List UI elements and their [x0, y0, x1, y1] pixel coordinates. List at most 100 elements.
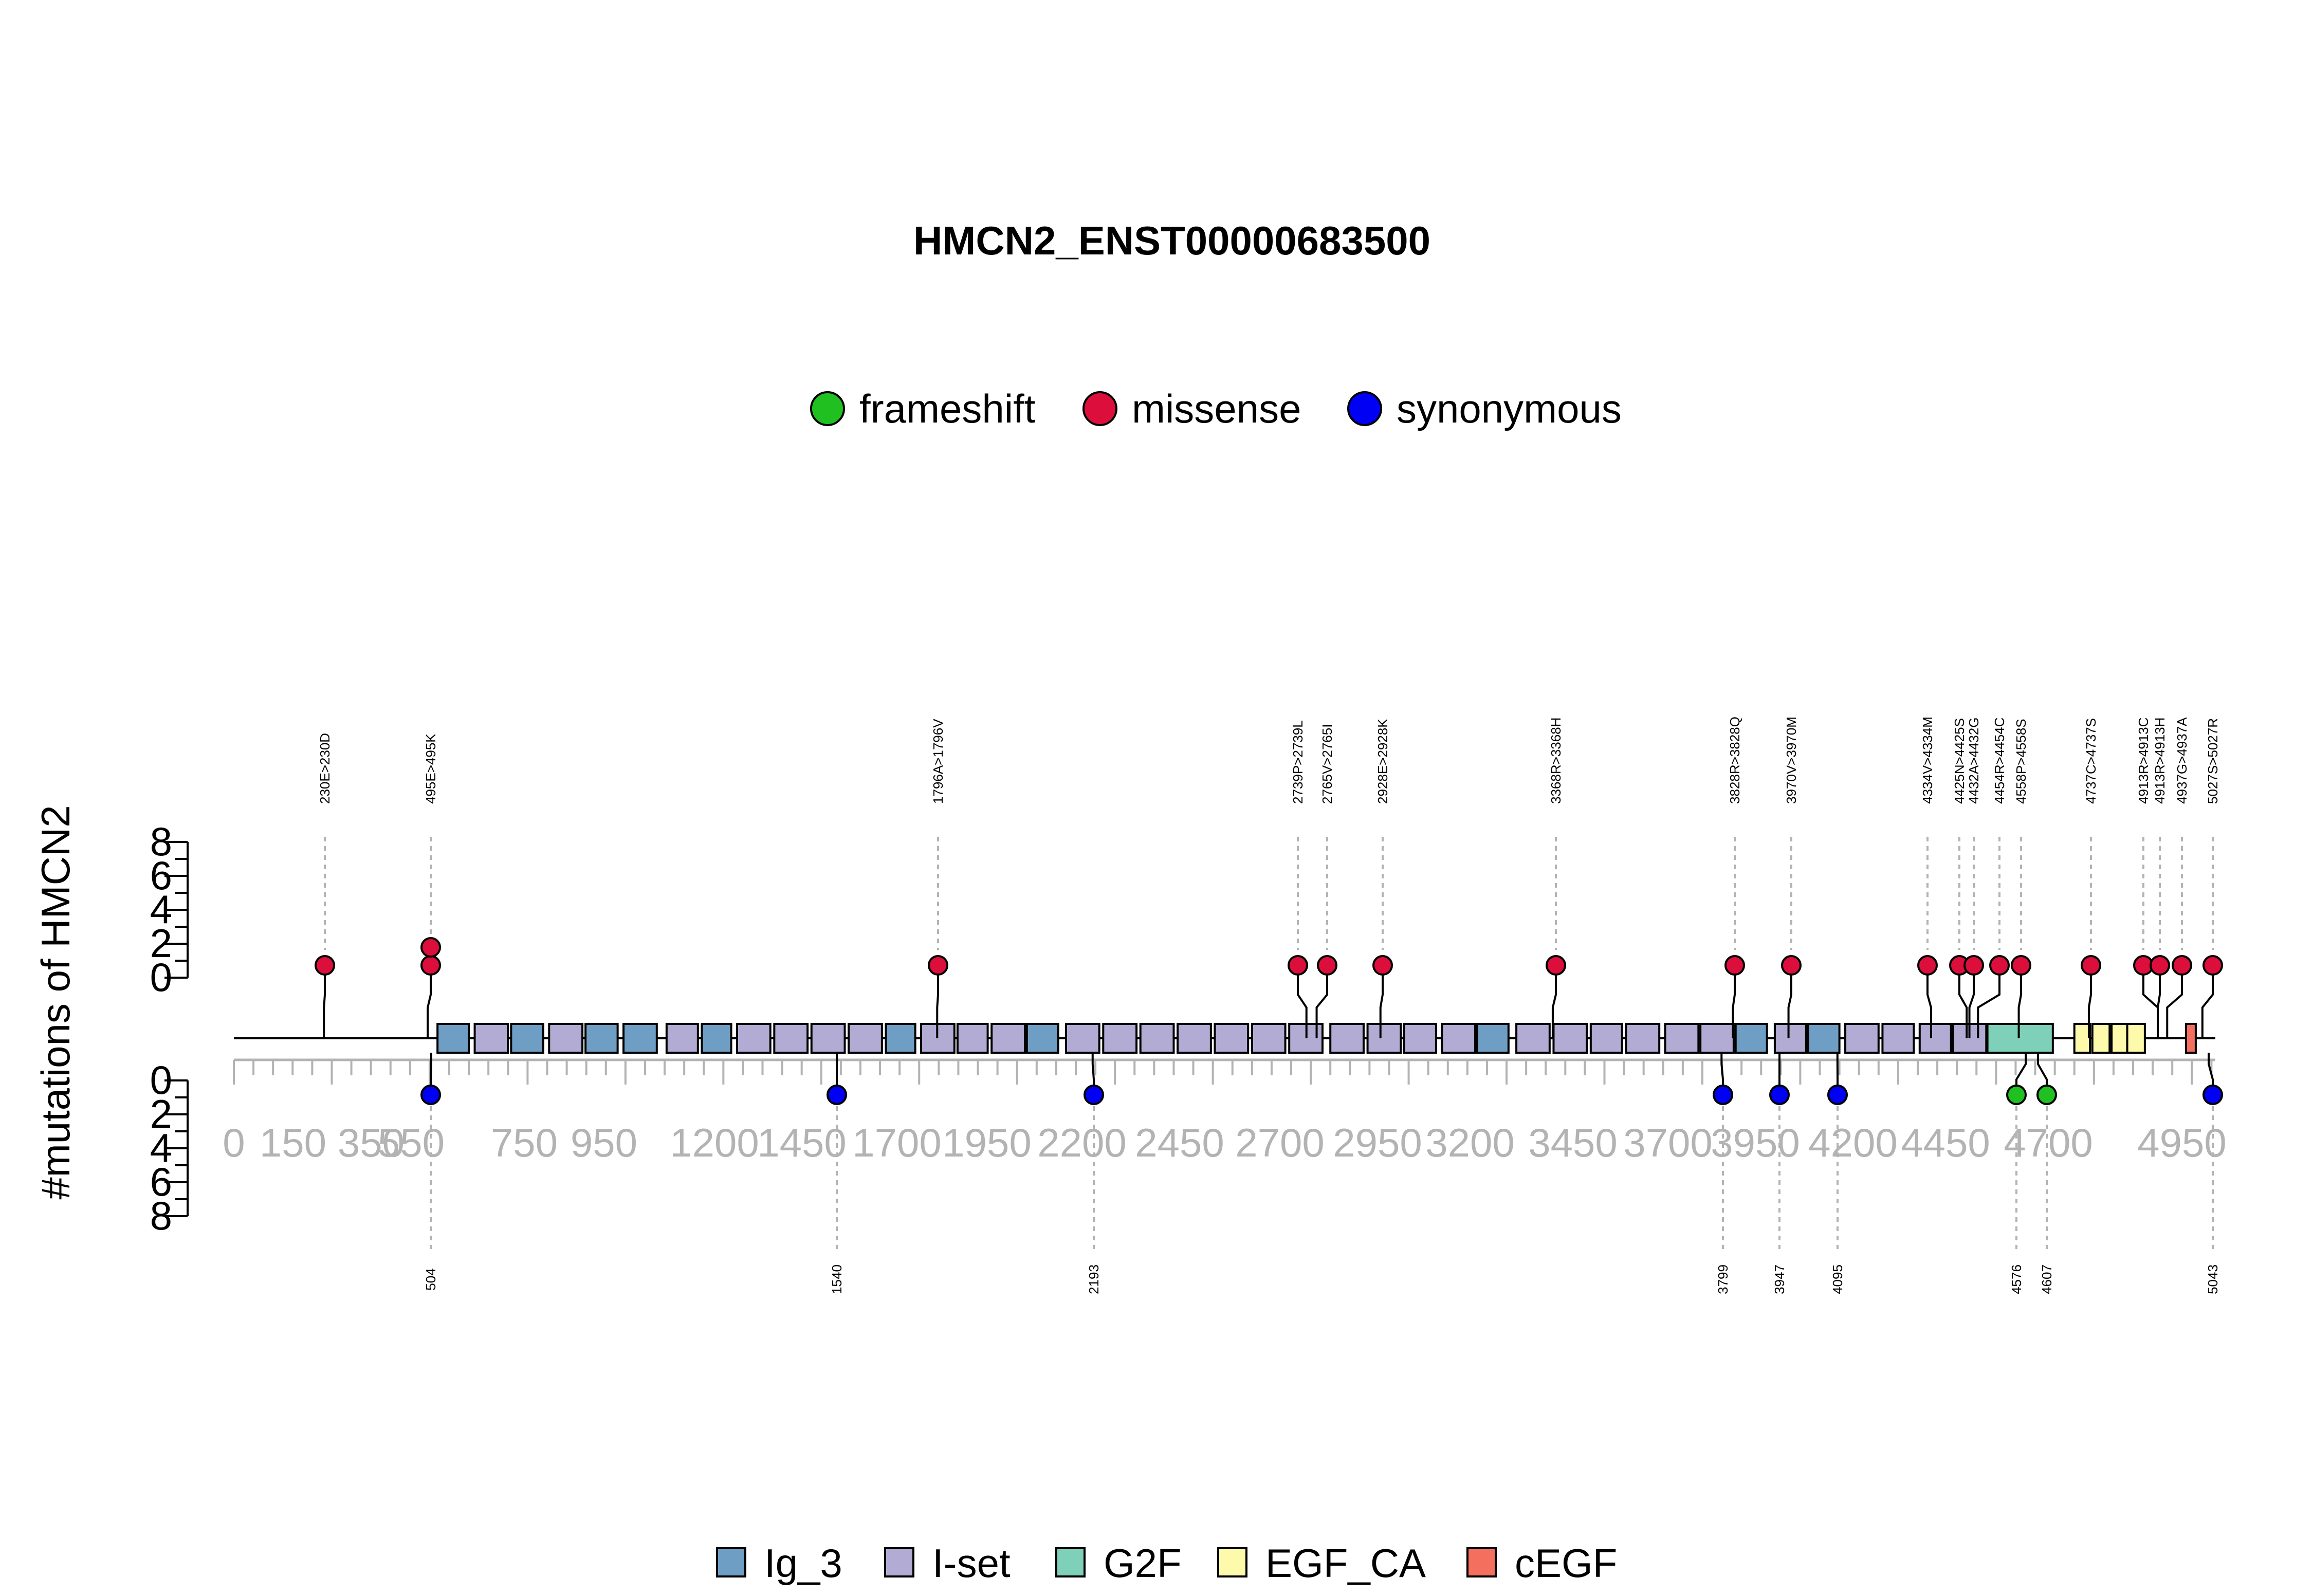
domain-I-set	[1553, 1024, 1587, 1053]
domain-I-set	[1700, 1024, 1734, 1053]
x-tick-label: 150	[260, 1120, 326, 1165]
chart-title: HMCN2_ENST00000683500	[913, 218, 1430, 263]
domain-I-set	[1103, 1024, 1136, 1053]
domain-I-set	[1665, 1024, 1699, 1053]
lollipop-3799: 3799	[1714, 1053, 1732, 1294]
domain-Ig_3	[623, 1024, 657, 1053]
synonymous-swatch	[1348, 392, 1381, 425]
x-tick-label: 950	[571, 1120, 637, 1165]
domain-Ig_3	[585, 1024, 617, 1053]
mutation-label: 5027S>5027R	[2205, 718, 2220, 804]
mutation-label: 1796A>1796V	[930, 719, 946, 804]
x-tick-label: 0	[223, 1120, 245, 1165]
missense-dot	[1725, 956, 1744, 975]
lollipop-4913R>4913H: 4913R>4913H	[2151, 718, 2169, 1038]
mutation-label: 4607	[2039, 1264, 2054, 1294]
x-tick-label: 4450	[1901, 1120, 1990, 1165]
missense-dot	[929, 956, 947, 975]
mutation-label: 4095	[1830, 1264, 1845, 1294]
top-y-tick-label: 8	[150, 819, 172, 864]
x-tick-label: 750	[491, 1120, 558, 1165]
legend-item-G2F: G2F	[1056, 1540, 1182, 1586]
domain-I-set	[812, 1024, 845, 1053]
domain-I-set	[1442, 1024, 1475, 1053]
lollipop-4432A>4432G: 4432A>4432G	[1965, 718, 1983, 1038]
synonymous-dot	[1085, 1086, 1103, 1104]
lollipop-1540: 1540	[828, 1053, 846, 1294]
frameshift-dot	[2007, 1086, 2026, 1104]
x-tick-label: 2700	[1235, 1120, 1325, 1165]
mutation-label: 2193	[1086, 1264, 1102, 1294]
x-tick-label: 3700	[1623, 1120, 1713, 1165]
x-tick-label: 3450	[1528, 1120, 1618, 1165]
G2F-swatch	[1056, 1548, 1085, 1576]
mutation-label: 3970V>3970M	[1784, 717, 1799, 804]
lollipop-4576: 4576	[2007, 1053, 2026, 1294]
lollipop-stick	[2202, 965, 2213, 1038]
missense-dot	[2173, 956, 2191, 975]
domain-Ig_3	[702, 1024, 731, 1053]
mutation-label: 3368R>3368H	[1548, 718, 1564, 804]
synonymous-dot	[1770, 1086, 1789, 1104]
Ig_3-legend-label: Ig_3	[764, 1540, 842, 1586]
lollipop-5027S>5027R: 5027S>5027R	[2202, 718, 2222, 1038]
lollipop-3368R>3368H: 3368R>3368H	[1547, 718, 1565, 1038]
x-tick-label: 4200	[1808, 1120, 1898, 1165]
G2F-legend-label: G2F	[1104, 1540, 1182, 1586]
mutation-label: 1540	[829, 1264, 845, 1294]
domain-I-set	[1178, 1024, 1211, 1053]
mutation-label: 4334V>4334M	[1920, 717, 1935, 804]
mutation-label: 4913R>4913C	[2136, 718, 2151, 804]
domain-I-set	[992, 1024, 1025, 1053]
domain-Ig_3	[1477, 1024, 1509, 1053]
domain-I-set	[1626, 1024, 1659, 1053]
lollipop-3947: 3947	[1770, 1053, 1789, 1294]
x-tick-label: 3200	[1425, 1120, 1515, 1165]
lollipop-4334V>4334M: 4334V>4334M	[1918, 717, 1937, 1038]
cEGF-swatch	[1467, 1548, 1496, 1576]
y-axis-label: #mutations of HMCN2	[33, 805, 78, 1199]
mutation-label: 230E>230D	[317, 733, 333, 804]
domain-I-set	[958, 1024, 988, 1053]
x-tick-label: 1200	[670, 1120, 759, 1165]
lollipop-230E>230D: 230E>230D	[316, 733, 334, 1038]
missense-dot	[1782, 956, 1801, 975]
lollipop-stick	[428, 965, 431, 1038]
missense-dot	[1965, 956, 1983, 975]
mutation-label: 2739P>2739L	[1290, 720, 1306, 804]
synonymous-dot	[421, 1086, 440, 1104]
legend-item-synonymous: synonymous	[1348, 386, 1622, 431]
domain-G2F	[1988, 1024, 2053, 1053]
domain-I-set	[1845, 1024, 1879, 1053]
missense-swatch	[1084, 392, 1116, 425]
lollipop-504: 504	[421, 1053, 440, 1291]
x-tick-label: 1700	[852, 1120, 942, 1165]
missense-legend-label: missense	[1132, 386, 1301, 431]
mutation-label: 4558P>4558S	[2013, 719, 2029, 804]
legend-item-I-set: I-set	[885, 1540, 1011, 1586]
domain-I-set	[737, 1024, 770, 1053]
mutation-label: 2765V>2765I	[1319, 724, 1335, 804]
lollipop-stick	[2167, 965, 2182, 1038]
missense-dot	[421, 956, 440, 975]
mutation-label: 4737C>4737S	[2083, 718, 2099, 804]
lollipop-495E>495K: 495E>495K	[421, 733, 440, 1038]
mutation-label: 4454R>4454C	[1992, 718, 2007, 804]
mutation-label: 4576	[2009, 1264, 2024, 1294]
mutation-label: 2928E>2928K	[1375, 719, 1390, 804]
mutation-label: 3799	[1715, 1264, 1731, 1294]
lollipop-3970V>3970M: 3970V>3970M	[1782, 717, 1801, 1038]
domain-I-set	[667, 1024, 698, 1053]
lollipop-2765V>2765I: 2765V>2765I	[1317, 724, 1336, 1038]
domain-I-set	[1882, 1024, 1914, 1053]
lollipop-stick	[2158, 965, 2160, 1038]
missense-dot	[421, 938, 440, 957]
domain-EGF_CA	[2075, 1024, 2090, 1053]
mutation-label: 495E>495K	[423, 733, 438, 804]
lollipop-3828R>3828Q: 3828R>3828Q	[1725, 717, 1744, 1038]
synonymous-dot	[828, 1086, 846, 1104]
